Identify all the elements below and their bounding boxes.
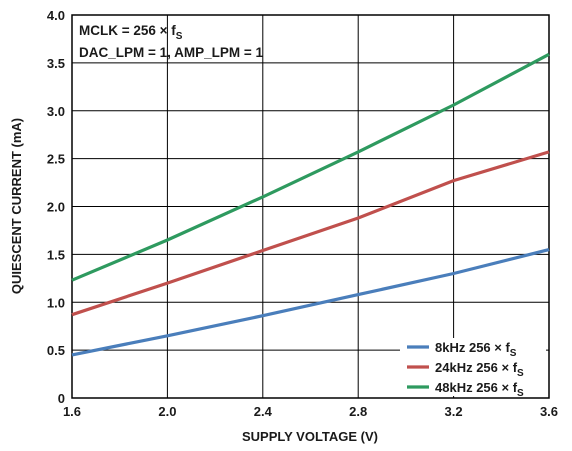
y-tick-label: 1.5 xyxy=(47,247,65,262)
legend-label-2: 48kHz 256 × fS xyxy=(435,380,524,399)
y-tick-label: 2.0 xyxy=(47,200,65,215)
series-line-0 xyxy=(71,248,550,357)
annotations: MCLK = 256 × fS DAC_LPM = 1, AMP_LPM = 1 xyxy=(79,23,264,60)
x-tick-label: 2.0 xyxy=(158,404,176,419)
x-tick-label: 1.6 xyxy=(63,404,81,419)
y-axis-label: QUIESCENT CURRENT (mA) xyxy=(9,118,24,294)
y-tick-labels: 0 0.5 1.0 1.5 2.0 2.5 3.0 3.5 4.0 xyxy=(47,8,65,406)
x-tick-label: 2.8 xyxy=(349,404,367,419)
x-tick-label: 3.2 xyxy=(445,404,463,419)
y-tick-label: 3.5 xyxy=(47,56,65,71)
y-tick-label: 4.0 xyxy=(47,8,65,23)
series-lines xyxy=(71,52,550,357)
series-line-2 xyxy=(71,52,550,282)
x-tick-labels: 1.6 2.0 2.4 2.8 3.2 3.6 xyxy=(63,404,558,419)
legend-label-0: 8kHz 256 × fS xyxy=(435,340,517,359)
x-tick-label: 2.4 xyxy=(254,404,273,419)
y-tick-label: 0.5 xyxy=(47,343,65,358)
y-tick-label: 0 xyxy=(58,391,65,406)
x-tick-label: 3.6 xyxy=(540,404,558,419)
legend-label-1: 24kHz 256 × fS xyxy=(435,360,524,379)
annotation-1: DAC_LPM = 1, AMP_LPM = 1 xyxy=(79,45,264,60)
series-line-1 xyxy=(71,150,550,317)
y-tick-label: 3.0 xyxy=(47,104,65,119)
y-tick-label: 2.5 xyxy=(47,152,65,167)
annotation-0: MCLK = 256 × fS xyxy=(79,23,183,42)
y-tick-label: 1.0 xyxy=(47,295,65,310)
x-axis-label: SUPPLY VOLTAGE (V) xyxy=(242,429,378,444)
plot-frame xyxy=(71,14,550,399)
